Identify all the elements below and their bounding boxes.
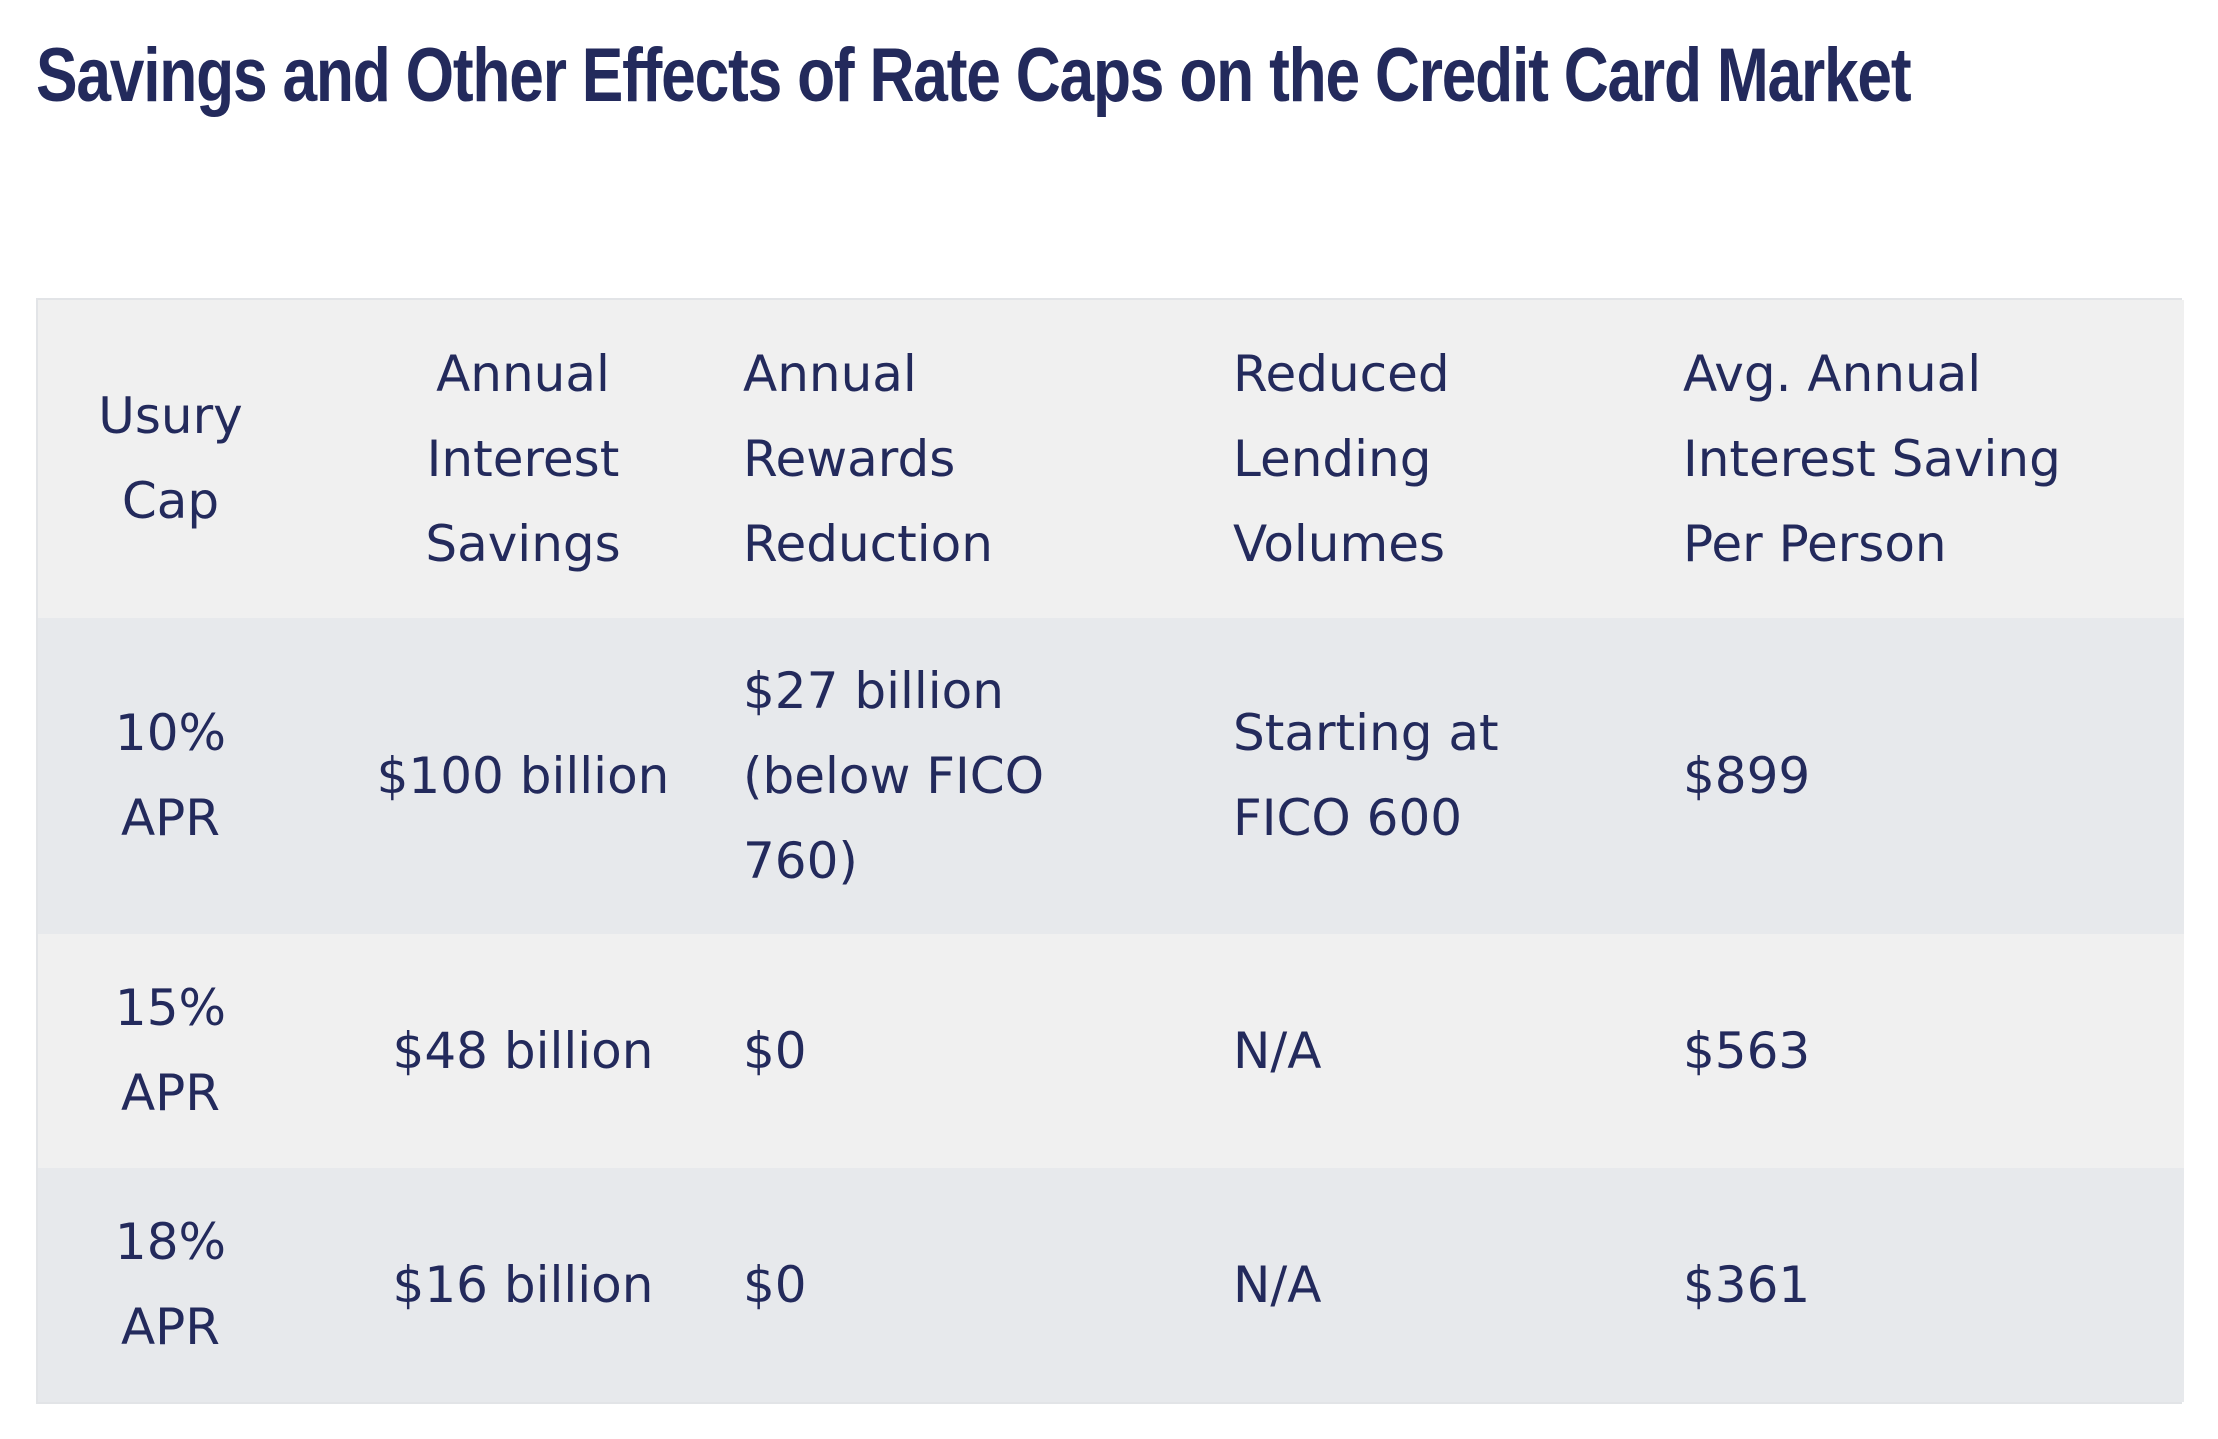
- cell-text: $0: [743, 1255, 807, 1314]
- cell-avg-saving: $563: [1683, 934, 2184, 1168]
- cell-interest-savings: $16 billion: [303, 1168, 743, 1402]
- cell-rewards-reduction: $0: [743, 934, 1233, 1168]
- cell-text: N/A: [1233, 1255, 1322, 1314]
- table-row: 18% APR $16 billion $0 N/A $361: [38, 1168, 2184, 1402]
- cell-text: $100 billion: [376, 746, 670, 805]
- cell-text: 18% APR: [114, 1213, 227, 1356]
- cell-text: 15% APR: [114, 979, 227, 1122]
- header-label: Reduced Lending Volumes: [1233, 344, 1450, 573]
- cell-interest-savings: $48 billion: [303, 934, 743, 1168]
- cell-reduced-lending: N/A: [1233, 1168, 1683, 1402]
- cell-text: Starting at FICO 600: [1233, 704, 1499, 847]
- page: Savings and Other Effects of Rate Caps o…: [36, 0, 2184, 1404]
- cell-text: N/A: [1233, 1021, 1322, 1080]
- table-row: 10% APR $100 billion $27 billion (below …: [38, 618, 2184, 934]
- cell-rewards-reduction: $0: [743, 1168, 1233, 1402]
- cell-rewards-reduction: $27 billion (below FICO 760): [743, 618, 1233, 934]
- table-header-row: Usury Cap Annual Interest Savings Annual…: [38, 300, 2184, 618]
- cell-text: $16 billion: [392, 1255, 654, 1314]
- rate-cap-table: Usury Cap Annual Interest Savings Annual…: [38, 300, 2184, 1402]
- header-label: Annual Rewards Reduction: [743, 344, 993, 573]
- cell-text: $0: [743, 1021, 807, 1080]
- header-label: Avg. Annual Interest Saving Per Person: [1683, 344, 2061, 573]
- cell-usury-cap: 10% APR: [38, 618, 303, 934]
- header-annual-interest-savings: Annual Interest Savings: [303, 300, 743, 618]
- cell-text: $563: [1683, 1021, 1811, 1080]
- cell-interest-savings: $100 billion: [303, 618, 743, 934]
- cell-usury-cap: 15% APR: [38, 934, 303, 1168]
- header-annual-rewards-reduction: Annual Rewards Reduction: [743, 300, 1233, 618]
- cell-text: $899: [1683, 746, 1811, 805]
- header-label: Usury Cap: [98, 387, 243, 530]
- cell-text: $27 billion (below FICO 760): [743, 661, 1045, 890]
- cell-reduced-lending: Starting at FICO 600: [1233, 618, 1683, 934]
- rate-cap-table-container: Usury Cap Annual Interest Savings Annual…: [36, 298, 2184, 1404]
- cell-avg-saving: $361: [1683, 1168, 2184, 1402]
- cell-text: $48 billion: [392, 1021, 654, 1080]
- table-row: 15% APR $48 billion $0 N/A $563: [38, 934, 2184, 1168]
- page-title: Savings and Other Effects of Rate Caps o…: [36, 33, 1912, 118]
- cell-avg-saving: $899: [1683, 618, 2184, 934]
- cell-text: $361: [1683, 1255, 1811, 1314]
- header-label: Annual Interest Savings: [425, 344, 621, 573]
- cell-usury-cap: 18% APR: [38, 1168, 303, 1402]
- header-reduced-lending-volumes: Reduced Lending Volumes: [1233, 300, 1683, 618]
- header-usury-cap: Usury Cap: [38, 300, 303, 618]
- cell-text: 10% APR: [114, 704, 227, 847]
- cell-reduced-lending: N/A: [1233, 934, 1683, 1168]
- header-avg-annual-interest-saving: Avg. Annual Interest Saving Per Person: [1683, 300, 2184, 618]
